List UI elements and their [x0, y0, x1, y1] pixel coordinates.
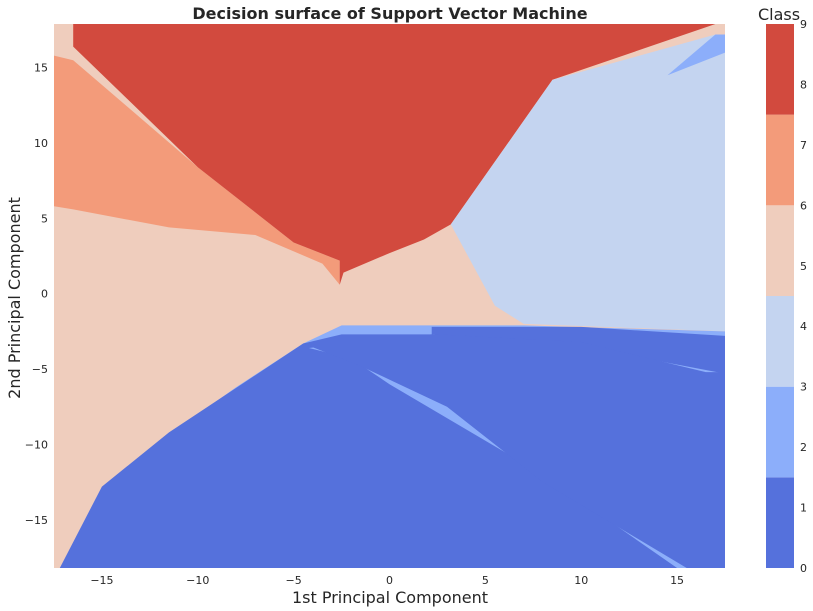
colorbar-tick-label: 4: [800, 320, 807, 333]
class-region-2-3: [450, 34, 725, 332]
x-tick-label: 15: [670, 574, 684, 587]
colorbar-tick-label: 7: [800, 139, 807, 152]
y-tick-label: 5: [41, 212, 48, 225]
y-tick-label: −10: [25, 438, 48, 451]
colorbar-tick-label: 2: [800, 441, 807, 454]
x-tick-label: −5: [286, 574, 302, 587]
x-tick-label: −15: [90, 574, 113, 587]
x-tick-label: 10: [574, 574, 588, 587]
class-region-4-1: [54, 55, 340, 285]
colorbar: 0 1 2 3 4 5 6 7 8 9: [766, 18, 807, 575]
y-tick-label: 0: [41, 288, 48, 301]
colorbar-tick-label: 8: [800, 78, 807, 91]
y-tick-label: −5: [32, 363, 48, 376]
y-tick-label: 10: [34, 137, 48, 150]
chart-title: Decision surface of Support Vector Machi…: [192, 4, 587, 23]
colorbar-tick-label: 6: [800, 199, 807, 212]
plot-area: [54, 24, 725, 568]
y-tick-label: −15: [25, 514, 48, 527]
y-axis-ticks: −15 −10 −5 0 5 10 15: [25, 62, 48, 527]
x-axis-label: 1st Principal Component: [292, 588, 488, 607]
y-axis-label: 2nd Principal Component: [5, 197, 24, 399]
x-tick-label: 5: [482, 574, 489, 587]
colorbar-band: [766, 205, 794, 296]
colorbar-tick-label: 9: [800, 18, 807, 31]
colorbar-tick-label: 5: [800, 260, 807, 273]
colorbar-tick-label: 0: [800, 562, 807, 575]
x-tick-label: 0: [386, 574, 393, 587]
colorbar-title: Class: [758, 5, 800, 24]
colorbar-band: [766, 386, 794, 478]
x-axis-ticks: −15 −10 −5 0 5 10 15: [90, 574, 684, 587]
colorbar-band: [766, 477, 794, 568]
colorbar-band: [766, 114, 794, 206]
class-region-0-7: [303, 334, 725, 568]
x-tick-label: −10: [186, 574, 209, 587]
class-region-0-6: [59, 326, 725, 568]
colorbar-tick-label: 3: [800, 381, 807, 394]
colorbar-band: [766, 296, 794, 387]
class-region-1-4: [667, 34, 725, 76]
class-region-5-2: [73, 24, 716, 285]
colorbar-band: [766, 24, 794, 115]
y-tick-label: 15: [34, 62, 48, 75]
colorbar-tick-label: 1: [800, 502, 807, 515]
